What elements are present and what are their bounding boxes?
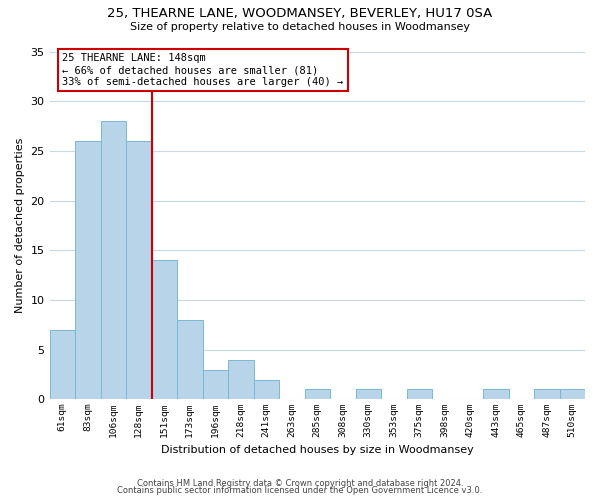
X-axis label: Distribution of detached houses by size in Woodmansey: Distribution of detached houses by size … (161, 445, 473, 455)
Bar (228, 360, 254, 400)
Bar (305, 390, 330, 400)
Bar (560, 390, 585, 400)
Bar (254, 380, 279, 400)
Text: Contains public sector information licensed under the Open Government Licence v3: Contains public sector information licen… (118, 486, 482, 495)
Bar (177, 320, 203, 400)
Y-axis label: Number of detached properties: Number of detached properties (15, 138, 25, 313)
Text: 25, THEARNE LANE, WOODMANSEY, BEVERLEY, HU17 0SA: 25, THEARNE LANE, WOODMANSEY, BEVERLEY, … (107, 8, 493, 20)
Bar (126, 141, 152, 400)
Bar (407, 390, 432, 400)
Text: Contains HM Land Registry data © Crown copyright and database right 2024.: Contains HM Land Registry data © Crown c… (137, 478, 463, 488)
Text: Size of property relative to detached houses in Woodmansey: Size of property relative to detached ho… (130, 22, 470, 32)
Bar (356, 390, 381, 400)
Bar (152, 260, 177, 400)
Bar (50, 330, 75, 400)
Bar (483, 390, 509, 400)
Bar (75, 141, 101, 400)
Text: 25 THEARNE LANE: 148sqm
← 66% of detached houses are smaller (81)
33% of semi-de: 25 THEARNE LANE: 148sqm ← 66% of detache… (62, 54, 344, 86)
Bar (101, 121, 126, 400)
Bar (534, 390, 560, 400)
Bar (203, 370, 228, 400)
